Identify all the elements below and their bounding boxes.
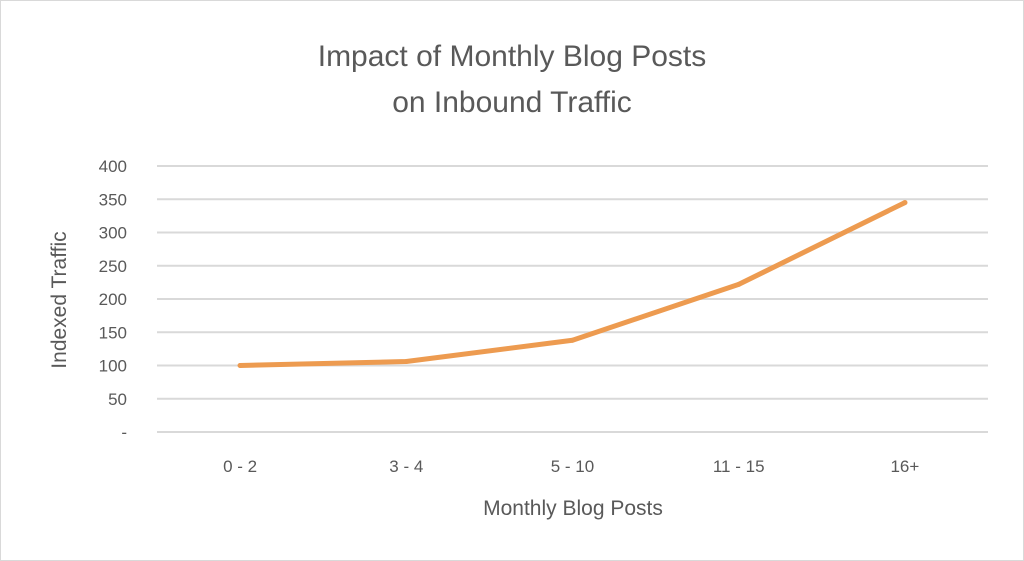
x-axis-label: Monthly Blog Posts (483, 497, 663, 520)
y-tick-label: 50 (108, 390, 127, 409)
y-tick-label: - (121, 423, 127, 442)
y-tick-label: 250 (99, 257, 127, 276)
data-point (736, 281, 742, 287)
data-point (403, 359, 409, 365)
y-tick-label: 200 (99, 290, 127, 309)
y-tick-label: 350 (99, 190, 127, 209)
x-tick-label: 5 - 10 (551, 457, 594, 476)
y-tick-label: 300 (99, 224, 127, 243)
data-point (237, 363, 243, 368)
x-tick-label: 16+ (890, 457, 919, 476)
x-tick-label: 11 - 15 (713, 457, 765, 476)
y-tick-label: 100 (99, 357, 127, 376)
data-point (570, 337, 575, 343)
x-tick-label: 3 - 4 (389, 457, 423, 476)
y-tick-label: 400 (99, 157, 127, 176)
y-tick-label: 150 (99, 323, 127, 342)
chart-title-line-2: on Inbound Traffic (392, 86, 632, 119)
x-tick-label: 0 - 2 (223, 457, 257, 476)
data-point (902, 200, 908, 206)
chart-title-line-1: Impact of Monthly Blog Posts (317, 40, 707, 73)
